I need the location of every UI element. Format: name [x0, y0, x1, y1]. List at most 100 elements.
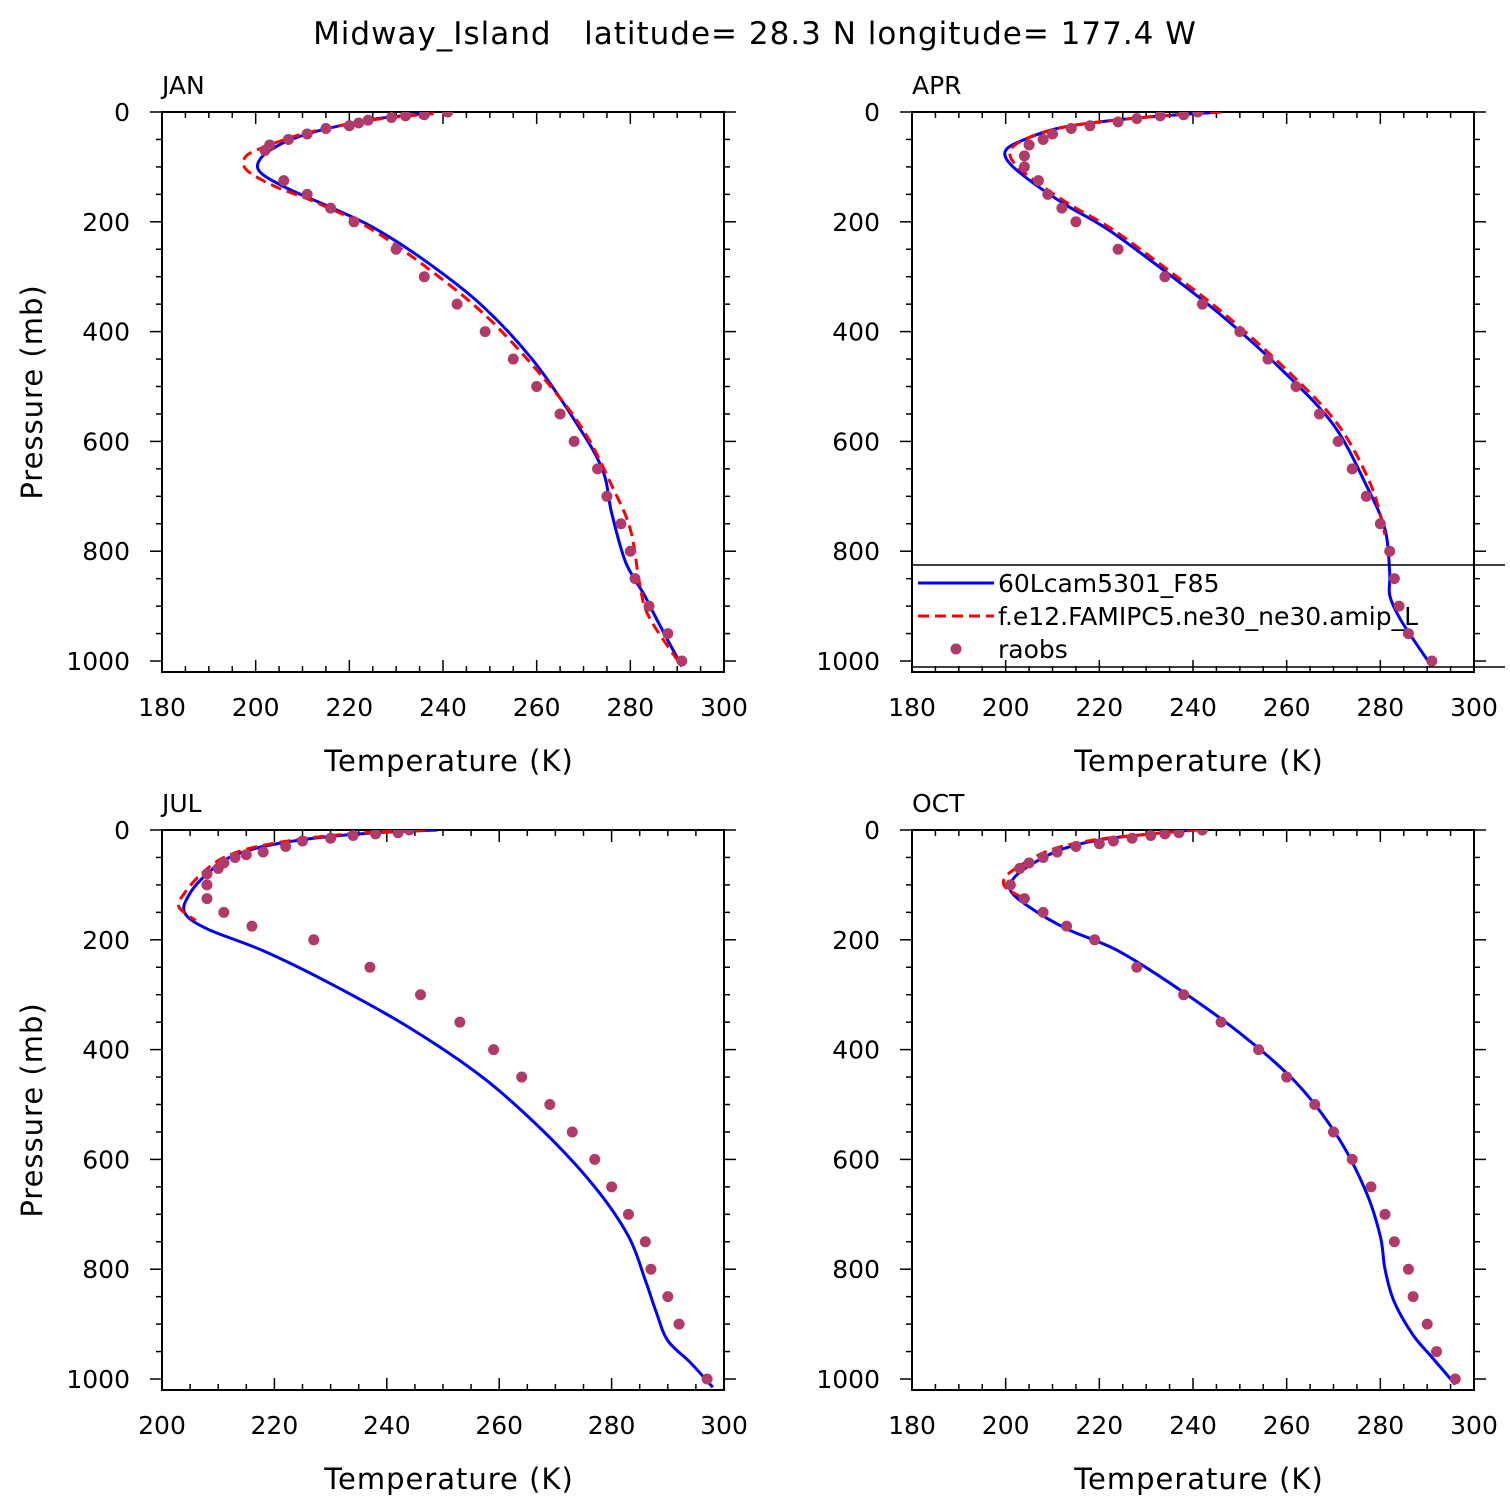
y-tick-label: 0 [864, 98, 880, 127]
x-tick-label: 200 [982, 693, 1030, 722]
obs-point [1431, 1346, 1443, 1358]
y-tick-label: 600 [82, 427, 130, 456]
obs-point [418, 112, 430, 121]
series-group [1003, 112, 1438, 668]
obs-point [1426, 655, 1438, 667]
y-tick-label: 400 [832, 318, 880, 347]
obs-point [1346, 463, 1358, 475]
x-tick-label: 220 [1075, 693, 1123, 722]
obs-point [1004, 879, 1016, 891]
obs-point [1070, 840, 1082, 852]
x-tick-label: 200 [138, 1411, 186, 1440]
obs-point [1112, 116, 1124, 128]
obs-point [1089, 934, 1101, 946]
obs-point [1384, 545, 1396, 557]
panel-label-jul: JUL [160, 789, 202, 818]
obs-point [257, 846, 269, 858]
obs-point [488, 1044, 500, 1056]
obs-point [1281, 1071, 1293, 1083]
x-tick-label: 220 [251, 1411, 299, 1440]
obs-point [662, 628, 674, 640]
obs-point [403, 830, 415, 836]
x-tick-label: 240 [1169, 1411, 1217, 1440]
obs-point [1402, 1263, 1414, 1275]
obs-point [1178, 989, 1190, 1001]
y-tick-label: 200 [82, 926, 130, 955]
obs-point [531, 381, 543, 393]
obs-point [1421, 1318, 1433, 1330]
x-tick-label: 300 [700, 693, 748, 722]
obs-point [629, 573, 641, 585]
x-tick-label: 180 [888, 693, 936, 722]
series-group [241, 112, 688, 668]
obs-point [1061, 920, 1073, 932]
y-tick-label: 800 [832, 1255, 880, 1284]
obs-point [1309, 1099, 1321, 1111]
obs-point [301, 188, 313, 200]
obs-point [601, 490, 613, 502]
series-line-model2 [1001, 830, 1198, 900]
obs-point [1313, 408, 1325, 420]
obs-point [325, 832, 337, 844]
legend-label-model2: f.e12.FAMIPC5.ne30_ne30.amip_L [998, 602, 1418, 631]
obs-point [201, 893, 213, 905]
y-tick-label: 600 [82, 1145, 130, 1174]
y-tick-label: 0 [864, 816, 880, 845]
obs-point [364, 961, 376, 973]
y-tick-label: 600 [832, 1145, 880, 1174]
obs-point [1084, 120, 1096, 132]
obs-point [645, 1263, 657, 1275]
obs-point [516, 1071, 528, 1083]
x-tick-label: 260 [1263, 1411, 1311, 1440]
y-tick-label: 200 [832, 208, 880, 237]
obs-point [568, 435, 580, 447]
obs-point [1374, 518, 1386, 530]
y-tick-label: 200 [82, 208, 130, 237]
series-line-model2 [1008, 112, 1387, 536]
obs-point [390, 243, 402, 255]
plot-frame [161, 829, 725, 1391]
obs-point [643, 600, 655, 612]
obs-point [392, 830, 404, 839]
obs-point [479, 326, 491, 338]
obs-point [1388, 1236, 1400, 1248]
obs-point [1023, 857, 1035, 869]
y-tick-label: 0 [114, 816, 130, 845]
obs-point [639, 1236, 651, 1248]
obs-point [320, 122, 332, 134]
y-tick-label: 1000 [66, 647, 130, 676]
x-tick-label: 280 [1356, 693, 1404, 722]
obs-point [554, 408, 566, 420]
obs-point [624, 545, 636, 557]
panel-jul: JUL 200 220 240 260 280 300 0 200 400 600 800 1000 Te… [15, 789, 748, 1496]
y-tick-label: 800 [832, 537, 880, 566]
legend-swatch-obs [950, 643, 962, 655]
obs-point [348, 216, 360, 228]
y-tick-label: 1000 [816, 1365, 880, 1394]
obs-point [1178, 112, 1190, 121]
obs-point [1402, 628, 1414, 640]
series-line-model1 [1008, 830, 1457, 1386]
y-tick-label: 800 [82, 1255, 130, 1284]
obs-point [400, 112, 412, 122]
x-tick-label: 180 [138, 693, 186, 722]
legend: 60Lcam5301_F85 f.e12.FAMIPC5.ne30_ne30.a… [912, 564, 1505, 668]
obs-point [507, 353, 519, 365]
obs-point [246, 920, 258, 932]
obs-point [615, 518, 627, 530]
obs-point [1145, 830, 1157, 841]
obs-point [1107, 835, 1119, 847]
y-tick-label: 600 [832, 427, 880, 456]
obs-point [1346, 1153, 1358, 1165]
obs-point [1037, 133, 1049, 145]
panel-label-apr: APR [912, 71, 962, 100]
obs-point [201, 879, 213, 891]
obs-point [1131, 113, 1143, 125]
obs-point [1262, 353, 1274, 365]
obs-point [662, 1291, 674, 1303]
obs-point [1407, 1291, 1419, 1303]
obs-point [1023, 139, 1035, 151]
x-axis-title: Temperature (K) [1073, 744, 1324, 778]
obs-point [362, 114, 374, 126]
